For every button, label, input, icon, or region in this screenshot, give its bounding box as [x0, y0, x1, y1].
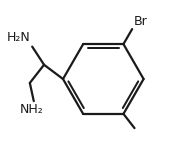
- Text: Br: Br: [134, 15, 148, 28]
- Text: H₂N: H₂N: [7, 31, 31, 44]
- Text: NH₂: NH₂: [20, 103, 43, 116]
